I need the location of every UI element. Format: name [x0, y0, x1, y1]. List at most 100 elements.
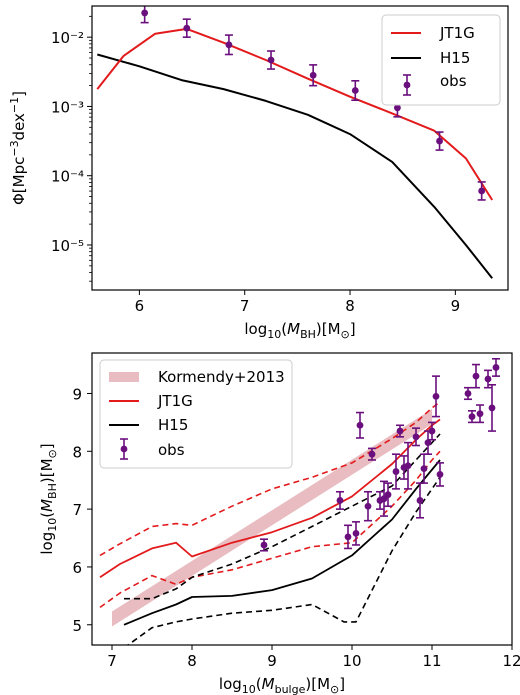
- x-tick-label: 6: [135, 297, 145, 315]
- x-tick-label: 8: [187, 652, 197, 670]
- x-tick-label: 9: [451, 297, 461, 315]
- obs-point: [435, 131, 444, 151]
- obs-point: [396, 424, 404, 438]
- obs-point: [464, 386, 472, 401]
- obs-point: [428, 421, 436, 441]
- x-tick-label: 8: [345, 297, 355, 315]
- x-tick-label: 11: [422, 652, 441, 670]
- legend-label: JT1G: [439, 24, 475, 42]
- data-point: [384, 491, 392, 499]
- data-point: [432, 392, 440, 400]
- data-point: [428, 427, 436, 435]
- y-tick-label: 10⁻³: [51, 98, 84, 116]
- obs-point: [351, 80, 360, 102]
- y-tick-label: 10⁻⁴: [51, 168, 84, 186]
- data-point: [267, 56, 275, 64]
- obs-point: [492, 357, 500, 377]
- data-point: [183, 24, 191, 32]
- legend-label: obs: [440, 72, 467, 90]
- data-point: [412, 433, 420, 441]
- obs-point: [384, 482, 392, 508]
- data-point: [476, 410, 484, 418]
- data-point: [309, 71, 317, 79]
- data-point: [368, 450, 376, 458]
- legend: Kormendy+2013 JT1G H15 obs: [99, 359, 293, 469]
- data-point: [364, 502, 372, 510]
- chart-panel-bottom-bh-bulge-relation: 7 8 9 10 11 1256789log10(Mbulge)[M⊙]log10(MBH…: [38, 352, 520, 695]
- legend: JT1G H15 obs: [381, 14, 501, 106]
- obs-point: [392, 453, 400, 490]
- axes-frame: [91, 352, 513, 646]
- legend-label: Kormendy+2013: [158, 368, 285, 386]
- y-tick-label: 10⁻⁵: [51, 237, 84, 255]
- y-tick-label: 8: [72, 443, 82, 461]
- y-tick-label: 5: [72, 617, 82, 635]
- axes-frame: [91, 5, 509, 291]
- x-axis-label: log10(MBH)[M⊙]: [244, 320, 355, 341]
- series-line-jt1g-lower: [99, 450, 441, 609]
- y-axis-label: Φ[Mpc−3dex−1]: [8, 91, 28, 205]
- legend-swatch-kormendy: [109, 372, 139, 382]
- data-point: [356, 421, 364, 429]
- data-point: [468, 413, 476, 421]
- y-tick-label: 7: [72, 501, 82, 519]
- data-point: [472, 372, 480, 380]
- data-point: [404, 462, 412, 470]
- y-axis-label: log10(MBH)[M⊙]: [38, 443, 59, 554]
- obs-point: [432, 375, 440, 418]
- legend-box: [381, 14, 501, 106]
- legend-marker-point: [403, 81, 411, 89]
- obs-point: [436, 462, 444, 487]
- y-tick-label: 10⁻²: [51, 29, 84, 47]
- data-point: [436, 137, 443, 145]
- chart-panel-top-bh-mass-function: 6 7 8 9 10⁻⁵ 10⁻⁴ 10⁻³ 10⁻² log10(MBH)[M⊙] Φ[Mpc−…: [8, 5, 509, 341]
- y-tick-label: 9: [72, 385, 82, 403]
- data-point: [351, 87, 359, 94]
- obs-point: [309, 64, 318, 87]
- x-tick-label: 10: [342, 652, 361, 670]
- x-tick-label: 7: [107, 652, 117, 670]
- data-point: [336, 497, 344, 504]
- x-tick-label: 12: [502, 652, 520, 670]
- data-point: [394, 104, 401, 112]
- data-point: [260, 541, 268, 549]
- data-point: [392, 468, 400, 475]
- legend-box: [99, 359, 293, 469]
- obs-point: [260, 538, 268, 552]
- plot-area: [99, 357, 500, 645]
- obs-point: [476, 404, 484, 424]
- plot-area: [96, 6, 494, 279]
- data-point: [352, 530, 360, 537]
- obs-point: [364, 490, 372, 522]
- obs-point: [477, 181, 486, 201]
- legend-label: JT1G: [157, 392, 193, 410]
- y-tick-label: 6: [72, 559, 82, 577]
- obs-point: [224, 34, 233, 56]
- data-point: [488, 404, 496, 412]
- obs-point: [368, 447, 376, 461]
- series-line-h15-lower: [126, 476, 441, 645]
- obs-point: [416, 482, 424, 519]
- legend-label: obs: [158, 441, 185, 459]
- legend-label: H15: [158, 416, 188, 434]
- data-point: [141, 9, 149, 17]
- data-point: [464, 390, 472, 397]
- data-point: [424, 439, 432, 447]
- obs-point: [356, 411, 364, 439]
- legend-label: H15: [440, 49, 470, 67]
- x-tick-label: 7: [240, 297, 250, 315]
- obs-point: [412, 427, 420, 447]
- data-point: [436, 471, 444, 478]
- obs-point: [336, 490, 344, 510]
- obs-point: [488, 384, 496, 432]
- data-point: [225, 41, 233, 49]
- obs-point: [267, 50, 276, 70]
- series-line-h15-upper: [124, 433, 441, 600]
- obs-point: [468, 410, 476, 424]
- series-line-h15: [123, 459, 441, 626]
- obs-point: [376, 490, 384, 510]
- data-point: [492, 364, 500, 371]
- data-point: [416, 497, 424, 504]
- data-point: [396, 427, 404, 435]
